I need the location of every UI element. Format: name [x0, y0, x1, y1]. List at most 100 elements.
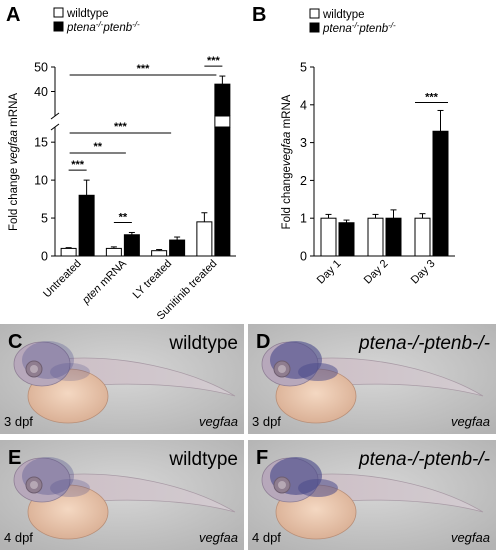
vegfaa-stain-trunk — [298, 363, 338, 381]
probe-label: vegfaa — [199, 414, 238, 429]
embryo-eye-lens — [30, 481, 38, 489]
panel-label-f: F — [256, 447, 268, 469]
x-tick-label-b: Day 3 — [409, 258, 438, 287]
vegfaa-stain-trunk — [298, 479, 338, 497]
y-tick-label-a: 5 — [41, 212, 48, 226]
axis-break-mark-a — [50, 112, 60, 120]
significance-label: *** — [71, 159, 85, 171]
y-tick-label-b: 0 — [300, 250, 307, 264]
legend-swatch-wildtype — [53, 7, 64, 18]
legend-label-wildtype: wildtype — [66, 8, 109, 20]
bar-mutant-a — [123, 234, 140, 257]
embryo-tail — [59, 473, 236, 513]
panel-label-b: B — [252, 4, 266, 26]
significance-b: *** — [415, 91, 448, 103]
y-tick-label-b: 5 — [300, 61, 307, 75]
x-tick-label-b: Day 2 — [362, 258, 391, 287]
embryo-tail — [59, 357, 236, 397]
bar-mutant-a — [214, 126, 231, 257]
embryo-tail — [307, 473, 484, 513]
bar-wildtype-a — [60, 247, 77, 257]
genotype-label: wildtype — [168, 333, 238, 354]
y-axis-label-b: Fold changevegfaa mRNA — [281, 94, 293, 229]
y-tick-label-b: 4 — [300, 98, 307, 112]
significance-label: *** — [114, 121, 128, 133]
bar-mutant-b — [432, 130, 449, 257]
legend-a: wildtype ptena-/-ptenb-/- — [53, 7, 140, 34]
bar-wildtype-a — [151, 250, 168, 257]
significance-label: ** — [119, 211, 128, 223]
y-tick-label-b: 2 — [300, 174, 307, 188]
y-tick-label-a: 50 — [34, 61, 48, 75]
bars-b — [320, 109, 449, 257]
legend-swatch-mutant-b — [309, 22, 320, 33]
probe-label: vegfaa — [199, 530, 238, 545]
legend-label-wildtype-b: wildtype — [322, 9, 365, 21]
x-tick-label-a: LY treated — [131, 258, 175, 302]
legend-swatch-wildtype-b — [309, 8, 320, 19]
axes-a: 0 5 10 15 40 50 — [34, 61, 236, 264]
embryo-tail — [307, 357, 484, 397]
vegfaa-stain-trunk — [50, 363, 90, 381]
y-tick-label-b: 3 — [300, 136, 307, 150]
y-tick-label-b: 1 — [300, 212, 307, 226]
bar-wildtype-b — [414, 217, 431, 257]
x-tick-labels-b: Day 1 Day 2 Day 3 — [315, 258, 438, 287]
bar-break-gap — [214, 115, 231, 128]
y-axis-label-a: Fold change vegfaa mRNA — [8, 93, 20, 231]
bar-wildtype-a — [105, 247, 122, 257]
panel-label-e: E — [8, 447, 21, 469]
bar-wildtype-b — [367, 217, 384, 257]
bar-mutant-a — [78, 194, 95, 257]
bar-wildtype-b — [320, 217, 337, 257]
axes-b: 0 1 2 3 4 5 — [300, 61, 455, 264]
y-tick-label-a: 15 — [34, 136, 48, 150]
vegfaa-stain-trunk — [50, 479, 90, 497]
x-tick-label-b: Day 1 — [315, 258, 344, 287]
significance-label: *** — [425, 91, 439, 103]
significance-label: ** — [93, 141, 102, 153]
legend-swatch-mutant — [53, 21, 64, 32]
stage-label: 4 dpf — [4, 530, 33, 545]
y-tick-label-a: 10 — [34, 174, 48, 188]
panel-b: B wildtype ptena-/-ptenb-/- Fold changev… — [252, 4, 455, 286]
legend-b: wildtype ptena-/-ptenb-/- — [309, 8, 396, 35]
panel-label-d: D — [256, 331, 270, 353]
panel-label-c: C — [8, 331, 22, 353]
genotype-label: wildtype — [168, 449, 238, 470]
genotype-label: ptena-/-ptenb-/- — [358, 449, 490, 470]
significance-label: *** — [137, 63, 151, 75]
axis-break-mark-a — [50, 123, 60, 131]
panel-a: A wildtype ptena-/-ptenb-/- Fold change … — [6, 4, 236, 322]
y-tick-label-a: 0 — [41, 250, 48, 264]
y-tick-label-a: 40 — [34, 85, 48, 99]
embryo-eye-lens — [278, 365, 286, 373]
legend-label-mutant: ptena-/-ptenb-/- — [66, 20, 140, 34]
x-tick-label-a: pten mRNA — [80, 257, 130, 307]
significance-a: **************** — [68, 55, 223, 223]
probe-label: vegfaa — [451, 530, 490, 545]
legend-label-mutant-b: ptena-/-ptenb-/- — [322, 21, 396, 35]
bar-wildtype-a — [196, 221, 213, 257]
bar-mutant-b — [338, 222, 355, 257]
embryo-eye-lens — [30, 365, 38, 373]
x-tick-label-a: Untreated — [41, 258, 84, 301]
bar-mutant-a — [169, 239, 186, 257]
panel-label-a: A — [6, 4, 20, 26]
bar-mutant-a — [214, 83, 231, 117]
bar-mutant-b — [385, 217, 402, 257]
probe-label: vegfaa — [451, 414, 490, 429]
significance-label: *** — [207, 55, 221, 67]
genotype-label: ptena-/-ptenb-/- — [358, 333, 490, 354]
stage-label: 4 dpf — [252, 530, 281, 545]
stage-label: 3 dpf — [4, 414, 33, 429]
stage-label: 3 dpf — [252, 414, 281, 429]
embryo-eye-lens — [278, 481, 286, 489]
